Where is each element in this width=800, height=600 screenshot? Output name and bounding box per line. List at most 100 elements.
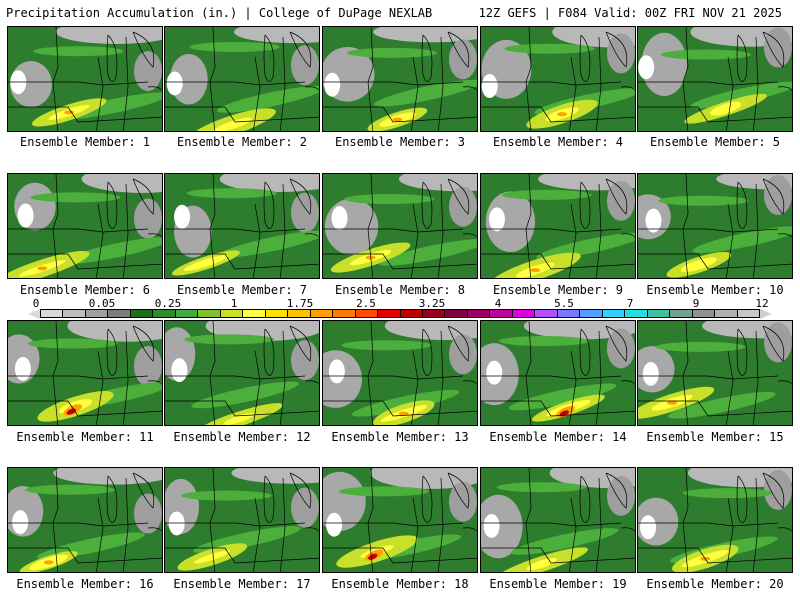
precip-map [165,468,319,572]
ensemble-member-caption: Ensemble Member: 14 [489,430,627,444]
ensemble-member-caption: Ensemble Member: 10 [646,283,784,297]
colorbar-swatch [198,310,221,317]
header: Precipitation Accumulation (in.) | Colle… [0,0,800,24]
ensemble-member-caption: Ensemble Member: 5 [649,135,781,149]
model-run-label: 12Z GEFS | F084 Valid: 00Z FRI NOV 21 20… [478,6,782,20]
precip-map [481,321,635,425]
precip-map-panel [7,320,163,426]
precip-map [8,27,162,131]
ensemble-member-caption: Ensemble Member: 17 [173,577,311,591]
colorbar-bar [40,309,760,318]
precip-map-panel [164,26,320,132]
colorbar-tick-label: 2.5 [356,297,376,310]
colorbar-swatch [580,310,603,317]
colorbar-tick-label: 4 [494,297,502,310]
precip-map-panel [637,467,793,573]
colorbar-swatch [41,310,64,317]
colorbar-tick-label: 9 [692,297,700,310]
colorbar-swatch [670,310,693,317]
colorbar-swatch [490,310,513,317]
colorbar-swatch [737,310,759,317]
ensemble-member-caption: Ensemble Member: 3 [334,135,466,149]
ensemble-member-caption: Ensemble Member: 15 [646,430,784,444]
ensemble-member-caption: Ensemble Member: 11 [16,430,154,444]
precip-map [165,174,319,278]
ensemble-member-caption: Ensemble Member: 8 [334,283,466,297]
precip-map [323,321,477,425]
precip-map-panel [637,26,793,132]
precip-map-panel [322,26,478,132]
precip-map-panel [637,173,793,279]
precip-map [481,27,635,131]
colorbar-swatch [153,310,176,317]
precip-map [323,27,477,131]
ensemble-member-caption: Ensemble Member: 20 [646,577,784,591]
colorbar-swatch [85,310,109,317]
precip-map-panel [480,467,636,573]
colorbar-low-arrow [28,309,40,319]
colorbar-tick-label: 0.25 [154,297,182,310]
precip-map-panel [322,320,478,426]
ensemble-member-caption: Ensemble Member: 19 [489,577,627,591]
precip-map [638,468,792,572]
precip-map-panel [164,467,320,573]
colorbar-swatch [692,310,716,317]
colorbar-swatch [355,310,379,317]
colorbar-tick-label: 1 [230,297,238,310]
colorbar-swatch [512,310,536,317]
colorbar-tick-label: 0 [32,297,40,310]
colorbar-swatch [467,310,491,317]
precip-map [165,27,319,131]
colorbar-tick-label: 7 [626,297,634,310]
precip-map-panel [7,467,163,573]
colorbar-swatch [108,310,131,317]
precip-map [323,468,477,572]
ensemble-member-caption: Ensemble Member: 4 [492,135,624,149]
colorbar-swatch [63,310,86,317]
colorbar-swatch [130,310,154,317]
colorbar-swatch [557,310,581,317]
colorbar-legend: 0 0.05 0.25 1 1.75 2.5 3.25 4 5.5 7 9 12 [10,297,790,319]
colorbar-swatch [625,310,648,317]
colorbar-tick-label: 1.75 [286,297,314,310]
colorbar-swatch [288,310,311,317]
precip-map-panel [480,320,636,426]
precip-map-panel [7,173,163,279]
map-title: Precipitation Accumulation (in.) | Colle… [6,6,433,20]
colorbar-tick-label: 0.05 [88,297,116,310]
colorbar-tick-label: 12 [755,297,769,310]
colorbar-swatch [535,310,558,317]
colorbar-swatch [445,310,468,317]
colorbar-swatch [602,310,626,317]
colorbar-tick-label: 3.25 [418,297,446,310]
ensemble-member-caption: Ensemble Member: 2 [176,135,308,149]
colorbar-swatch [333,310,356,317]
colorbar-tick-label: 5.5 [554,297,574,310]
ensemble-member-caption: Ensemble Member: 16 [16,577,154,591]
precip-map [8,321,162,425]
precip-map-panel [164,320,320,426]
ensemble-member-caption: Ensemble Member: 13 [331,430,469,444]
precip-map-panel [164,173,320,279]
precip-map-panel [322,173,478,279]
ensemble-member-caption: Ensemble Member: 7 [176,283,308,297]
colorbar-swatch [647,310,671,317]
colorbar-swatch [175,310,199,317]
precip-map [165,321,319,425]
precip-map-panel [7,26,163,132]
ensemble-member-caption: Ensemble Member: 1 [19,135,151,149]
colorbar-swatch [220,310,244,317]
colorbar-swatch [422,310,446,317]
colorbar-swatch [378,310,401,317]
ensemble-member-caption: Ensemble Member: 18 [331,577,469,591]
precip-map [638,174,792,278]
precip-map-panel [480,26,636,132]
precip-map-panel [322,467,478,573]
precip-map [323,174,477,278]
precip-map-panel [480,173,636,279]
ensemble-member-caption: Ensemble Member: 9 [492,283,624,297]
precip-map [8,468,162,572]
precip-map [8,174,162,278]
colorbar-high-arrow [760,309,772,319]
precip-map [638,27,792,131]
